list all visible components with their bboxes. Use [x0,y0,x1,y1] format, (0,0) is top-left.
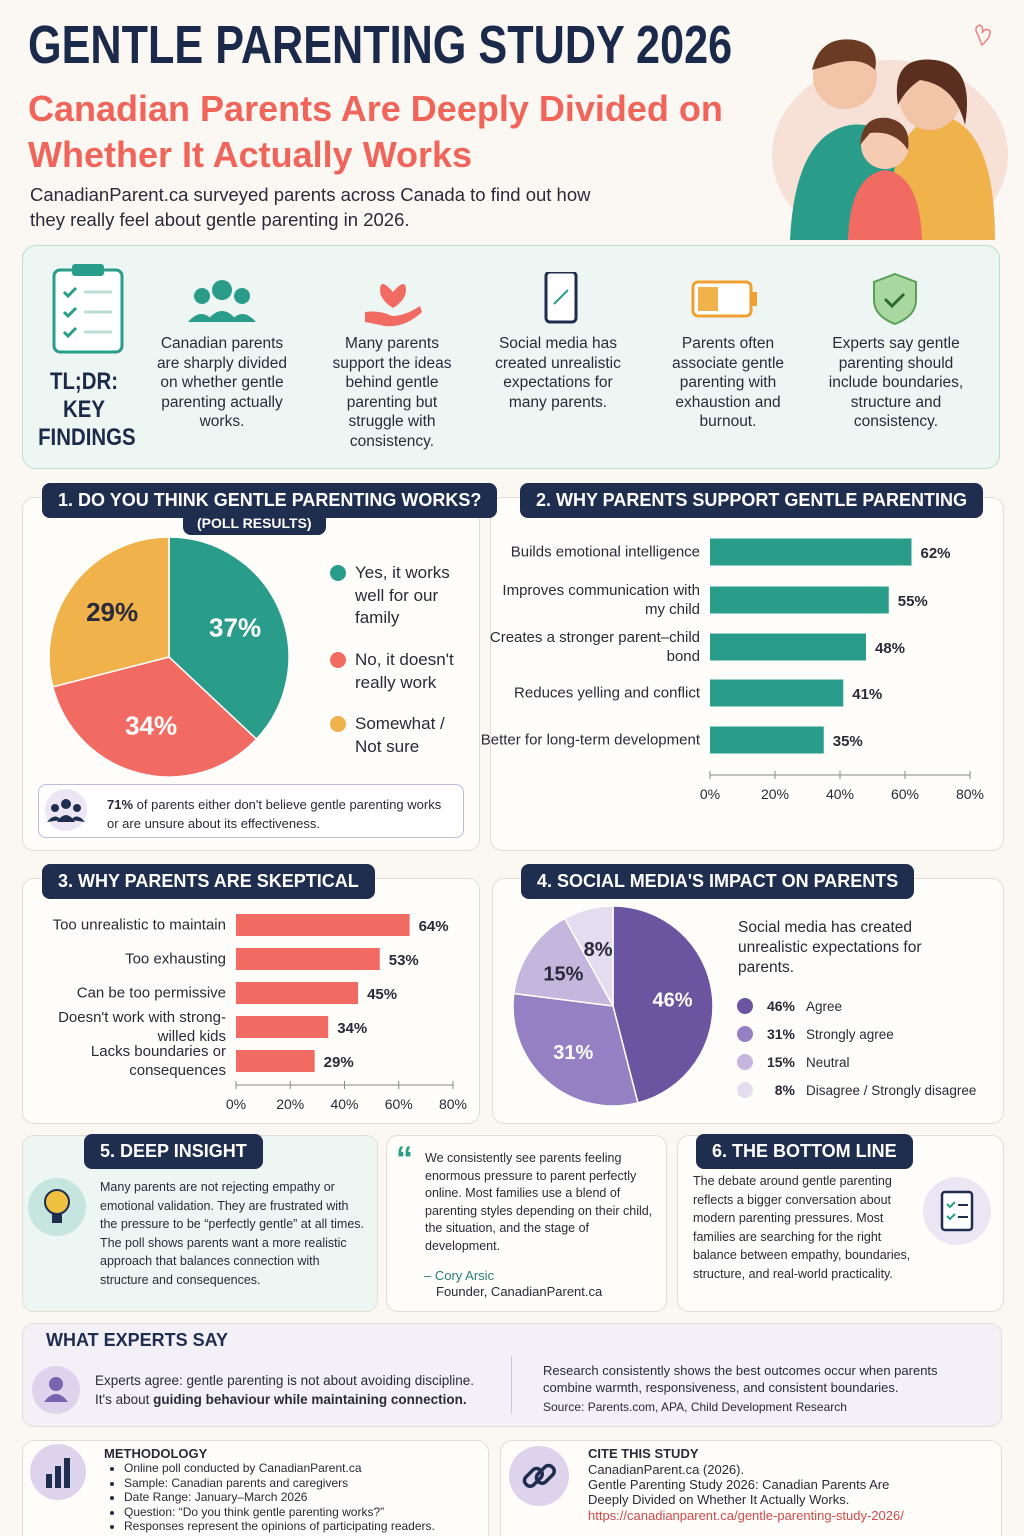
key-findings-box [22,245,1000,469]
panel [500,1440,1002,1536]
section-title: WHAT EXPERTS SAY [46,1330,229,1350]
quote-text: We consistently see parents feeling enor… [425,1151,653,1253]
annotation-highlight: 71% [107,797,134,812]
methodology-title: METHODOLOGY [104,1446,208,1461]
finding: Canadian parents are sharply divided on … [156,335,288,430]
cite-line: Gentle Parenting Study 2026: Canadian Pa… [588,1477,890,1507]
link-icon [509,1446,569,1506]
chart-title: 2. WHY PARENTS SUPPORT GENTLE PARENTING [520,483,984,518]
legend-label: No, it doesn't really work [355,650,454,692]
quote-author: – Cory Arsic [424,1268,495,1283]
experts-source: Source: Parents.com, APA, Child Developm… [543,1400,847,1414]
experts-highlight: guiding behaviour while maintaining conn… [153,1392,467,1407]
category-label: Lacks boundaries or consequences [90,1043,226,1079]
divider [511,1356,512,1414]
panel [492,878,1004,1124]
section-title: 6. THE BOTTOM LINE [696,1134,913,1169]
bulb-icon [28,1178,86,1236]
category-label: Too unrealistic to maintain [52,916,226,934]
methodology-item: Sample: Canadian parents and caregivers [124,1476,435,1491]
checklist-icon [923,1177,991,1245]
experts-left: Experts agree: gentle parenting is not a… [95,1371,485,1409]
chart-title: 3. WHY PARENTS ARE SKEPTICAL [42,864,375,899]
cite-url[interactable]: https://canadianparent.ca/gentle-parenti… [588,1508,904,1523]
panel [386,1135,667,1312]
category-label: Can be too permissive [76,984,226,1002]
category-label: Improves communication with my child [502,582,700,618]
cite-title: CITE THIS STUDY [588,1446,699,1461]
subtitle: Canadian Parents Are Deeply Divided on W… [28,88,723,175]
legend-label: Yes, it works well for our family [355,563,450,627]
category-label: Better for long-term development [480,731,700,749]
bottom-line-text: The debate around gentle parenting refle… [693,1174,911,1281]
title: GENTLE PARENTING STUDY 2026 [28,15,733,75]
methodology-item: Date Range: January–March 2026 [124,1490,435,1505]
methodology-list: Online poll conducted by CanadianParent.… [104,1461,435,1534]
methodology-item: Question: “Do you think gentle parenting… [124,1505,435,1520]
category-label: Builds emotional intelligence [510,543,700,561]
methodology-item: Responses represent the opinions of part… [124,1519,435,1534]
finding: Social media has created unrealistic exp… [495,335,621,411]
chart-description: Social media has created unrealistic exp… [738,919,922,976]
family-illustration [772,24,1008,240]
expert-icon [32,1366,80,1414]
annotation-text: of parents either don't believe gentle p… [107,797,442,831]
category-label: Reduces yelling and conflict [514,684,700,702]
finding: Many parents support the ideas behind ge… [332,335,452,450]
panel [22,1440,489,1536]
quote-mark: “ [396,1140,413,1178]
experts-text: Experts agree: gentle parenting is not a… [95,1373,474,1407]
clipboard-icon [52,264,124,354]
experts-right: Research consistently shows the best out… [543,1363,938,1395]
annotation: 71% of parents either don't believe gent… [107,795,447,833]
section-title: 5. DEEP INSIGHT [84,1134,263,1169]
category-label: Doesn't work with strong-willed kids [58,1009,226,1045]
chart-title: 4. SOCIAL MEDIA'S IMPACT ON PARENTS [521,864,915,899]
quote-role: Founder, CanadianParent.ca [436,1284,603,1299]
insight-text: Many parents are not rejecting empathy o… [100,1180,365,1287]
annotation-box [38,784,464,838]
chart-icon [30,1444,86,1500]
intro: CanadianParent.ca surveyed parents acros… [30,184,591,230]
chart-subtitle: (POLL RESULTS) [183,511,326,535]
people-icon [45,789,87,831]
finding-icons [188,272,917,327]
category-label: Creates a stronger parent–child bond [489,629,700,665]
finding: Parents often associate gentle parenting… [671,335,785,430]
panel [22,1323,1002,1427]
methodology-item: Online poll conducted by CanadianParent.… [124,1461,435,1476]
key-findings-label: TL;DR: KEY FINDINGS [38,368,136,451]
category-label: Too exhausting [125,950,226,968]
cite-line: CanadianParent.ca (2026). [588,1462,745,1477]
finding: Experts say gentle parenting should incl… [828,335,964,430]
legend-label: Somewhat / Not sure [355,714,445,756]
